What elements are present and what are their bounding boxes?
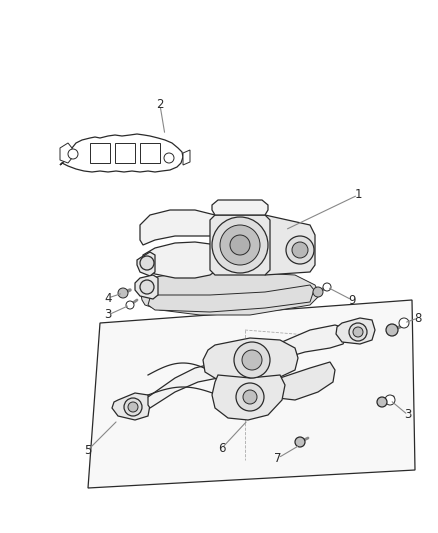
Circle shape [140,256,154,270]
Polygon shape [140,210,215,245]
Polygon shape [272,362,335,400]
Text: 8: 8 [414,311,422,325]
Text: 3: 3 [104,309,112,321]
Circle shape [349,323,367,341]
Text: 6: 6 [218,441,226,455]
Circle shape [236,383,264,411]
Circle shape [353,327,363,337]
Polygon shape [137,252,155,276]
Polygon shape [210,215,270,275]
Circle shape [243,390,257,404]
Polygon shape [60,143,72,163]
Circle shape [292,242,308,258]
Text: 2: 2 [156,99,164,111]
Circle shape [286,236,314,264]
Polygon shape [115,143,135,163]
Polygon shape [148,363,220,408]
Circle shape [164,153,174,163]
Circle shape [295,437,305,447]
Polygon shape [140,272,320,315]
Circle shape [68,149,78,159]
Text: 7: 7 [274,451,282,464]
Circle shape [126,301,134,309]
Polygon shape [112,393,150,420]
Circle shape [230,235,250,255]
Polygon shape [148,285,314,312]
Circle shape [234,342,270,378]
Text: 4: 4 [104,292,112,304]
Circle shape [220,225,260,265]
Circle shape [118,288,128,298]
Circle shape [323,283,331,291]
Polygon shape [135,275,158,299]
Circle shape [140,280,154,294]
Polygon shape [336,318,375,344]
Polygon shape [265,215,315,275]
Text: 9: 9 [348,294,356,306]
Polygon shape [90,143,110,163]
Polygon shape [60,134,183,172]
Polygon shape [143,242,222,278]
Circle shape [124,398,142,416]
Text: 5: 5 [84,443,92,456]
Polygon shape [212,375,285,420]
Polygon shape [203,338,298,382]
Circle shape [377,397,387,407]
Circle shape [242,350,262,370]
Polygon shape [212,200,268,215]
Circle shape [313,287,323,297]
Text: 1: 1 [354,189,362,201]
Polygon shape [140,143,160,163]
Polygon shape [88,300,415,488]
Circle shape [128,402,138,412]
Polygon shape [272,325,347,360]
Circle shape [385,395,395,405]
Polygon shape [183,150,190,165]
Circle shape [386,324,398,336]
Circle shape [212,217,268,273]
Text: 3: 3 [404,408,412,422]
Circle shape [399,318,409,328]
